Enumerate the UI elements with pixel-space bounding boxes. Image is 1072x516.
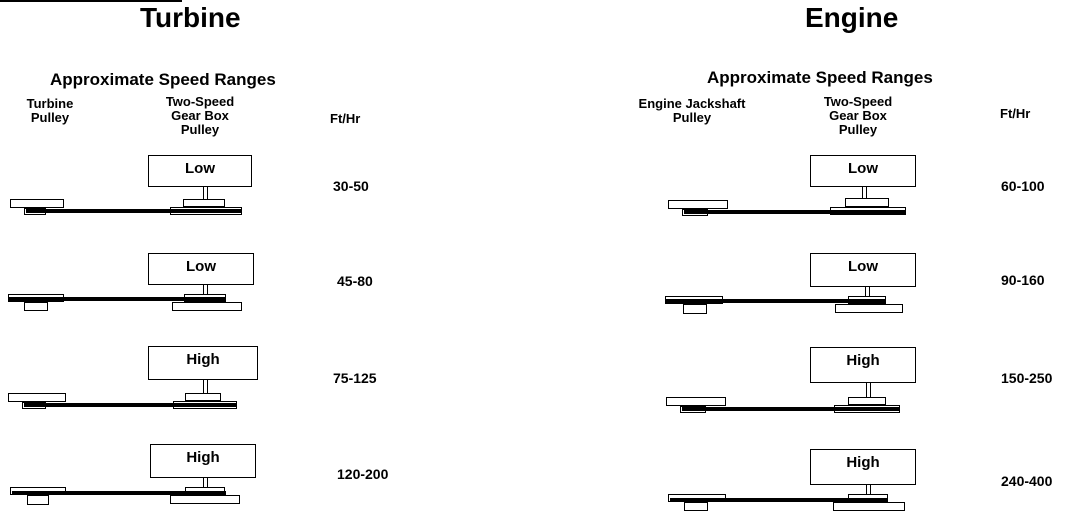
header-line: Gear Box — [829, 108, 887, 123]
header-line: Two-Speed — [165, 94, 235, 109]
speed-range: 240-400 — [1001, 473, 1053, 489]
gearbox-box: High — [148, 346, 258, 380]
gearbox-shaft — [203, 478, 208, 488]
gearbox-shaft — [203, 187, 208, 199]
speed-header: Ft/Hr — [330, 111, 361, 126]
panel-subtitle: Approximate Speed Ranges — [707, 68, 933, 87]
header-line: Turbine — [26, 96, 74, 111]
speed-range: 75-125 — [333, 370, 377, 386]
drive-pulley-header: Engine Jackshaft Pulley — [632, 97, 752, 125]
drive-belt — [670, 498, 888, 502]
gearbox-pulley-large — [835, 304, 903, 313]
gearbox-box: High — [150, 444, 256, 478]
gearbox-pulley-header: Two-Speed Gear Box Pulley — [808, 95, 908, 137]
gearbox-pulley-small — [183, 199, 225, 207]
gearbox-pulley-header: Two-Speed Gear Box Pulley — [150, 95, 250, 137]
gearbox-box: High — [810, 449, 916, 485]
gearbox-box: Low — [810, 155, 916, 187]
header-line: Pulley — [180, 122, 220, 137]
gearbox-shaft — [865, 287, 870, 297]
speed-header: Ft/Hr — [1000, 106, 1031, 121]
drive-pulley-header: Turbine Pulley — [10, 97, 90, 125]
drive-pulley-large — [10, 199, 64, 208]
drive-pulley-small — [24, 302, 48, 311]
gearbox-pulley-small — [845, 198, 889, 207]
gearbox-pulley-large — [172, 302, 242, 311]
panel-title: Turbine — [140, 2, 241, 33]
gearbox-box: Low — [148, 155, 252, 187]
drive-belt — [12, 491, 226, 495]
header-line: Pulley — [672, 110, 712, 125]
drive-belt — [665, 299, 886, 303]
header-line: Gear Box — [171, 108, 229, 123]
gearbox-pulley-large — [170, 495, 240, 504]
speed-range: 150-250 — [1001, 370, 1053, 386]
gearbox-box: High — [810, 347, 916, 383]
drive-belt — [684, 210, 906, 214]
header-line: Engine Jackshaft — [638, 96, 746, 111]
panel-subtitle: Approximate Speed Ranges — [50, 70, 276, 89]
drive-belt — [682, 407, 900, 411]
drive-pulley-large — [8, 393, 66, 402]
drive-pulley-large — [666, 397, 726, 406]
gearbox-shaft — [866, 485, 871, 495]
header-line: Two-Speed — [823, 94, 893, 109]
gearbox-shaft — [203, 380, 208, 393]
drive-belt — [24, 403, 237, 407]
speed-range: 90-160 — [1001, 272, 1045, 288]
header-line: Pulley — [30, 110, 70, 125]
gearbox-box: Low — [148, 253, 254, 285]
gearbox-shaft — [862, 187, 867, 198]
gearbox-shaft — [203, 285, 208, 295]
gearbox-pulley-large — [833, 502, 905, 511]
drive-belt — [26, 209, 242, 213]
panel-title: Engine — [805, 2, 899, 33]
drive-pulley-large — [668, 200, 728, 209]
gearbox-box: Low — [810, 253, 916, 287]
drive-pulley-small — [683, 304, 707, 314]
drive-belt — [8, 297, 226, 301]
gearbox-pulley-small — [848, 397, 886, 405]
header-line: Pulley — [838, 122, 878, 137]
gearbox-pulley-small — [185, 393, 221, 401]
speed-range: 45-80 — [337, 273, 373, 289]
speed-range: 120-200 — [337, 466, 389, 482]
drive-pulley-small — [27, 495, 49, 505]
speed-range: 30-50 — [333, 178, 369, 194]
speed-range: 60-100 — [1001, 178, 1045, 194]
gearbox-shaft — [866, 383, 871, 397]
top-rule — [0, 0, 182, 2]
drive-pulley-small — [684, 502, 708, 511]
